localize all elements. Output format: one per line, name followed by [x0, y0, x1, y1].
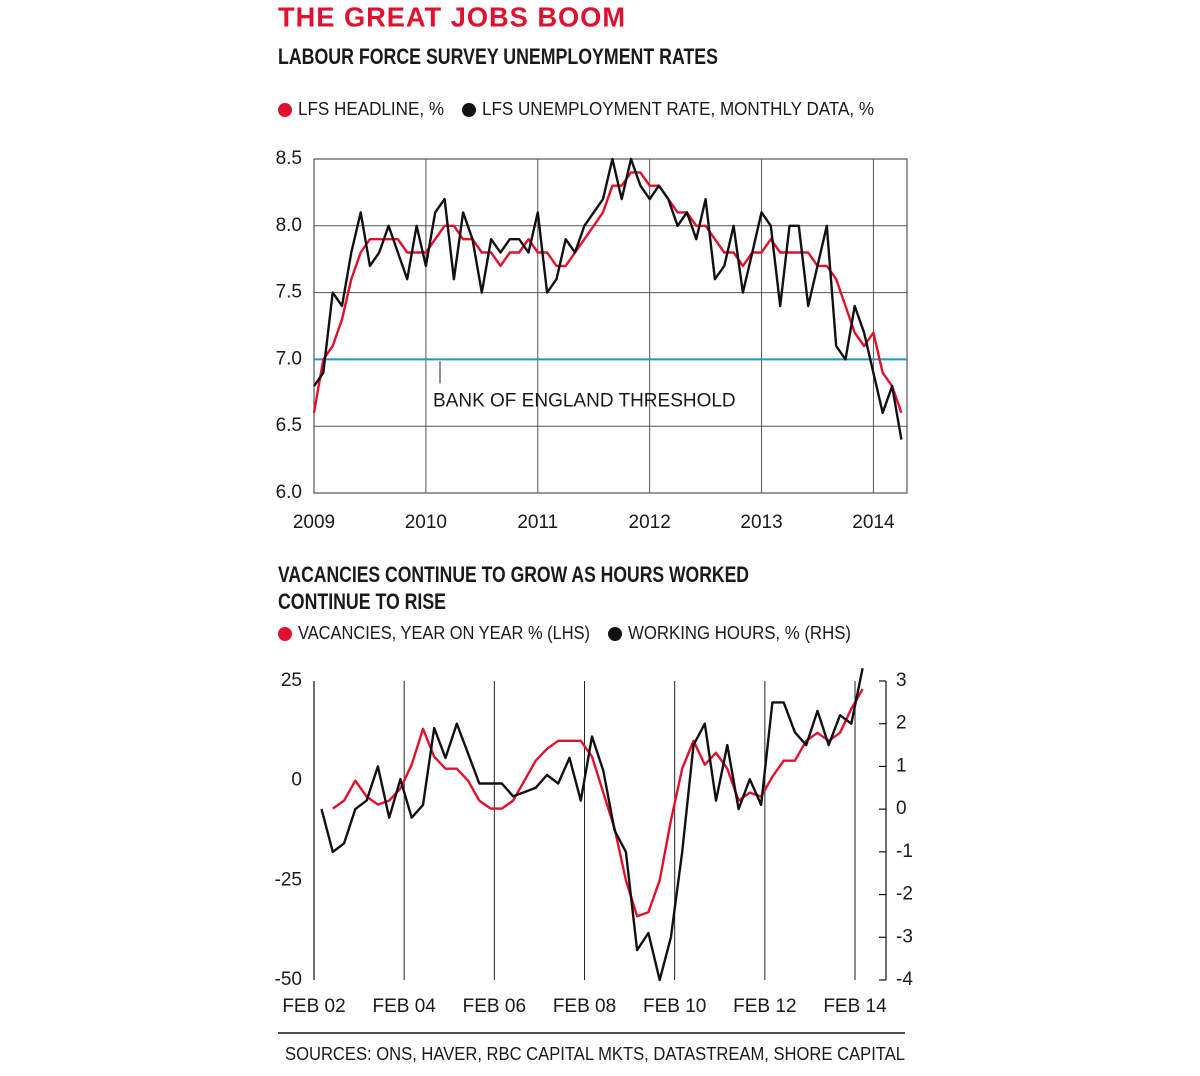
legend-label: LFS HEADLINE, %: [298, 99, 444, 119]
y-tick-label: 8.0: [276, 215, 302, 236]
y2-tick-label: 1: [896, 755, 907, 776]
legend-swatch: [462, 103, 476, 117]
y-tick-label: 0: [291, 770, 302, 791]
x-tick-label: FEB 08: [553, 996, 616, 1017]
y-tick-label: 7.5: [276, 282, 302, 303]
data-line: [332, 688, 864, 918]
x-tick-label: FEB 14: [823, 996, 887, 1017]
chart-title: VACANCIES CONTINUE TO GROW AS HOURS WORK…: [278, 562, 749, 587]
y2-tick-label: 0: [896, 798, 907, 819]
y-tick-label: 6.5: [276, 415, 302, 436]
x-tick-label: FEB 06: [463, 996, 526, 1017]
x-tick-label: 2014: [852, 512, 895, 533]
y-tick-label: -25: [275, 869, 302, 890]
source-note: SOURCES: ONS, HAVER, RBC CAPITAL MKTS, D…: [285, 1044, 905, 1064]
x-tick-label: 2011: [517, 512, 558, 533]
x-tick-label: FEB 04: [372, 996, 436, 1017]
chart-title: LABOUR FORCE SURVEY UNEMPLOYMENT RATES: [278, 44, 718, 69]
y2-tick-label: 3: [896, 670, 907, 691]
legend-swatch: [278, 627, 292, 641]
page-title: THE GREAT JOBS BOOM: [278, 1, 626, 32]
legend-swatch: [608, 627, 622, 641]
x-tick-label: FEB 10: [643, 996, 706, 1017]
x-tick-label: 2009: [293, 512, 335, 533]
y2-tick-label: 2: [896, 713, 907, 734]
y-tick-label: 7.0: [276, 348, 302, 369]
legend-label: WORKING HOURS, % (RHS): [628, 623, 851, 643]
legend-swatch: [278, 103, 292, 117]
legend-label: LFS UNEMPLOYMENT RATE, MONTHLY DATA, %: [482, 99, 874, 119]
plot-frame: [313, 158, 908, 494]
y-tick-label: 8.5: [276, 148, 302, 169]
chart-title: CONTINUE TO RISE: [278, 589, 446, 614]
y2-tick-label: -1: [896, 841, 913, 862]
annotation: BANK OF ENGLAND THRESHOLD: [433, 390, 736, 411]
x-tick-label: 2012: [629, 512, 671, 533]
y-tick-label: 25: [281, 670, 302, 691]
y2-tick-label: -4: [896, 969, 913, 990]
x-tick-label: FEB 02: [282, 996, 345, 1017]
data-line: [320, 667, 864, 982]
x-tick-label: FEB 12: [733, 996, 796, 1017]
x-tick-label: 2013: [740, 512, 782, 533]
y2-tick-label: -3: [896, 926, 913, 947]
legend-label: VACANCIES, YEAR ON YEAR % (LHS): [298, 623, 590, 643]
y2-tick-label: -2: [896, 884, 913, 905]
y-tick-label: 6.0: [276, 482, 302, 503]
data-line: [313, 157, 903, 440]
x-tick-label: 2010: [405, 512, 447, 533]
y-tick-label: -50: [275, 969, 302, 990]
